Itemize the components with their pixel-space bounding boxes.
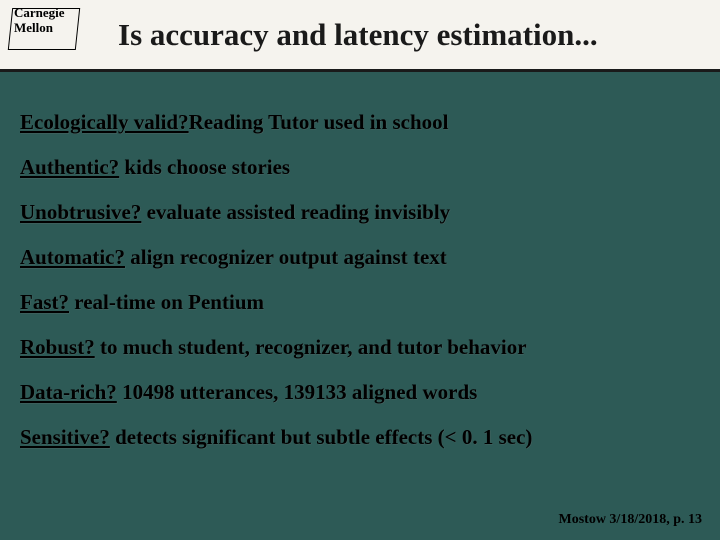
bullet-text: real-time on Pentium (69, 290, 264, 314)
slide-body: Ecologically valid?Reading Tutor used in… (0, 72, 720, 450)
bullet-row: Unobtrusive? evaluate assisted reading i… (20, 200, 700, 225)
slide-header: Carnegie Mellon Is accuracy and latency … (0, 0, 720, 72)
bullet-row: Automatic? align recognizer output again… (20, 245, 700, 270)
bullet-row: Sensitive? detects significant but subtl… (20, 425, 700, 450)
bullet-row: Authentic? kids choose stories (20, 155, 700, 180)
bullet-label: Data-rich? (20, 380, 117, 404)
bullet-text: align recognizer output against text (125, 245, 447, 269)
bullet-row: Data-rich? 10498 utterances, 139133 alig… (20, 380, 700, 405)
bullet-label: Ecologically valid? (20, 110, 189, 134)
bullet-label: Robust? (20, 335, 95, 359)
logo-line1: Carnegie (14, 6, 65, 21)
bullet-text: 10498 utterances, 139133 aligned words (117, 380, 478, 404)
bullet-label: Unobtrusive? (20, 200, 141, 224)
bullet-text: to much student, recognizer, and tutor b… (95, 335, 527, 359)
slide-footer: Mostow 3/18/2018, p. 13 (559, 512, 703, 528)
bullet-row: Fast? real-time on Pentium (20, 290, 700, 315)
logo-text: Carnegie Mellon (14, 6, 65, 36)
bullet-text: Reading Tutor used in school (189, 110, 449, 134)
bullet-label: Sensitive? (20, 425, 110, 449)
bullet-text: detects significant but subtle effects (… (110, 425, 533, 449)
bullet-label: Automatic? (20, 245, 125, 269)
bullet-row: Robust? to much student, recognizer, and… (20, 335, 700, 360)
logo-line2: Mellon (14, 21, 65, 36)
bullet-row: Ecologically valid?Reading Tutor used in… (20, 110, 700, 135)
bullet-label: Authentic? (20, 155, 119, 179)
bullet-text: kids choose stories (119, 155, 290, 179)
bullet-text: evaluate assisted reading invisibly (141, 200, 450, 224)
bullet-label: Fast? (20, 290, 69, 314)
slide-title: Is accuracy and latency estimation... (118, 17, 598, 53)
